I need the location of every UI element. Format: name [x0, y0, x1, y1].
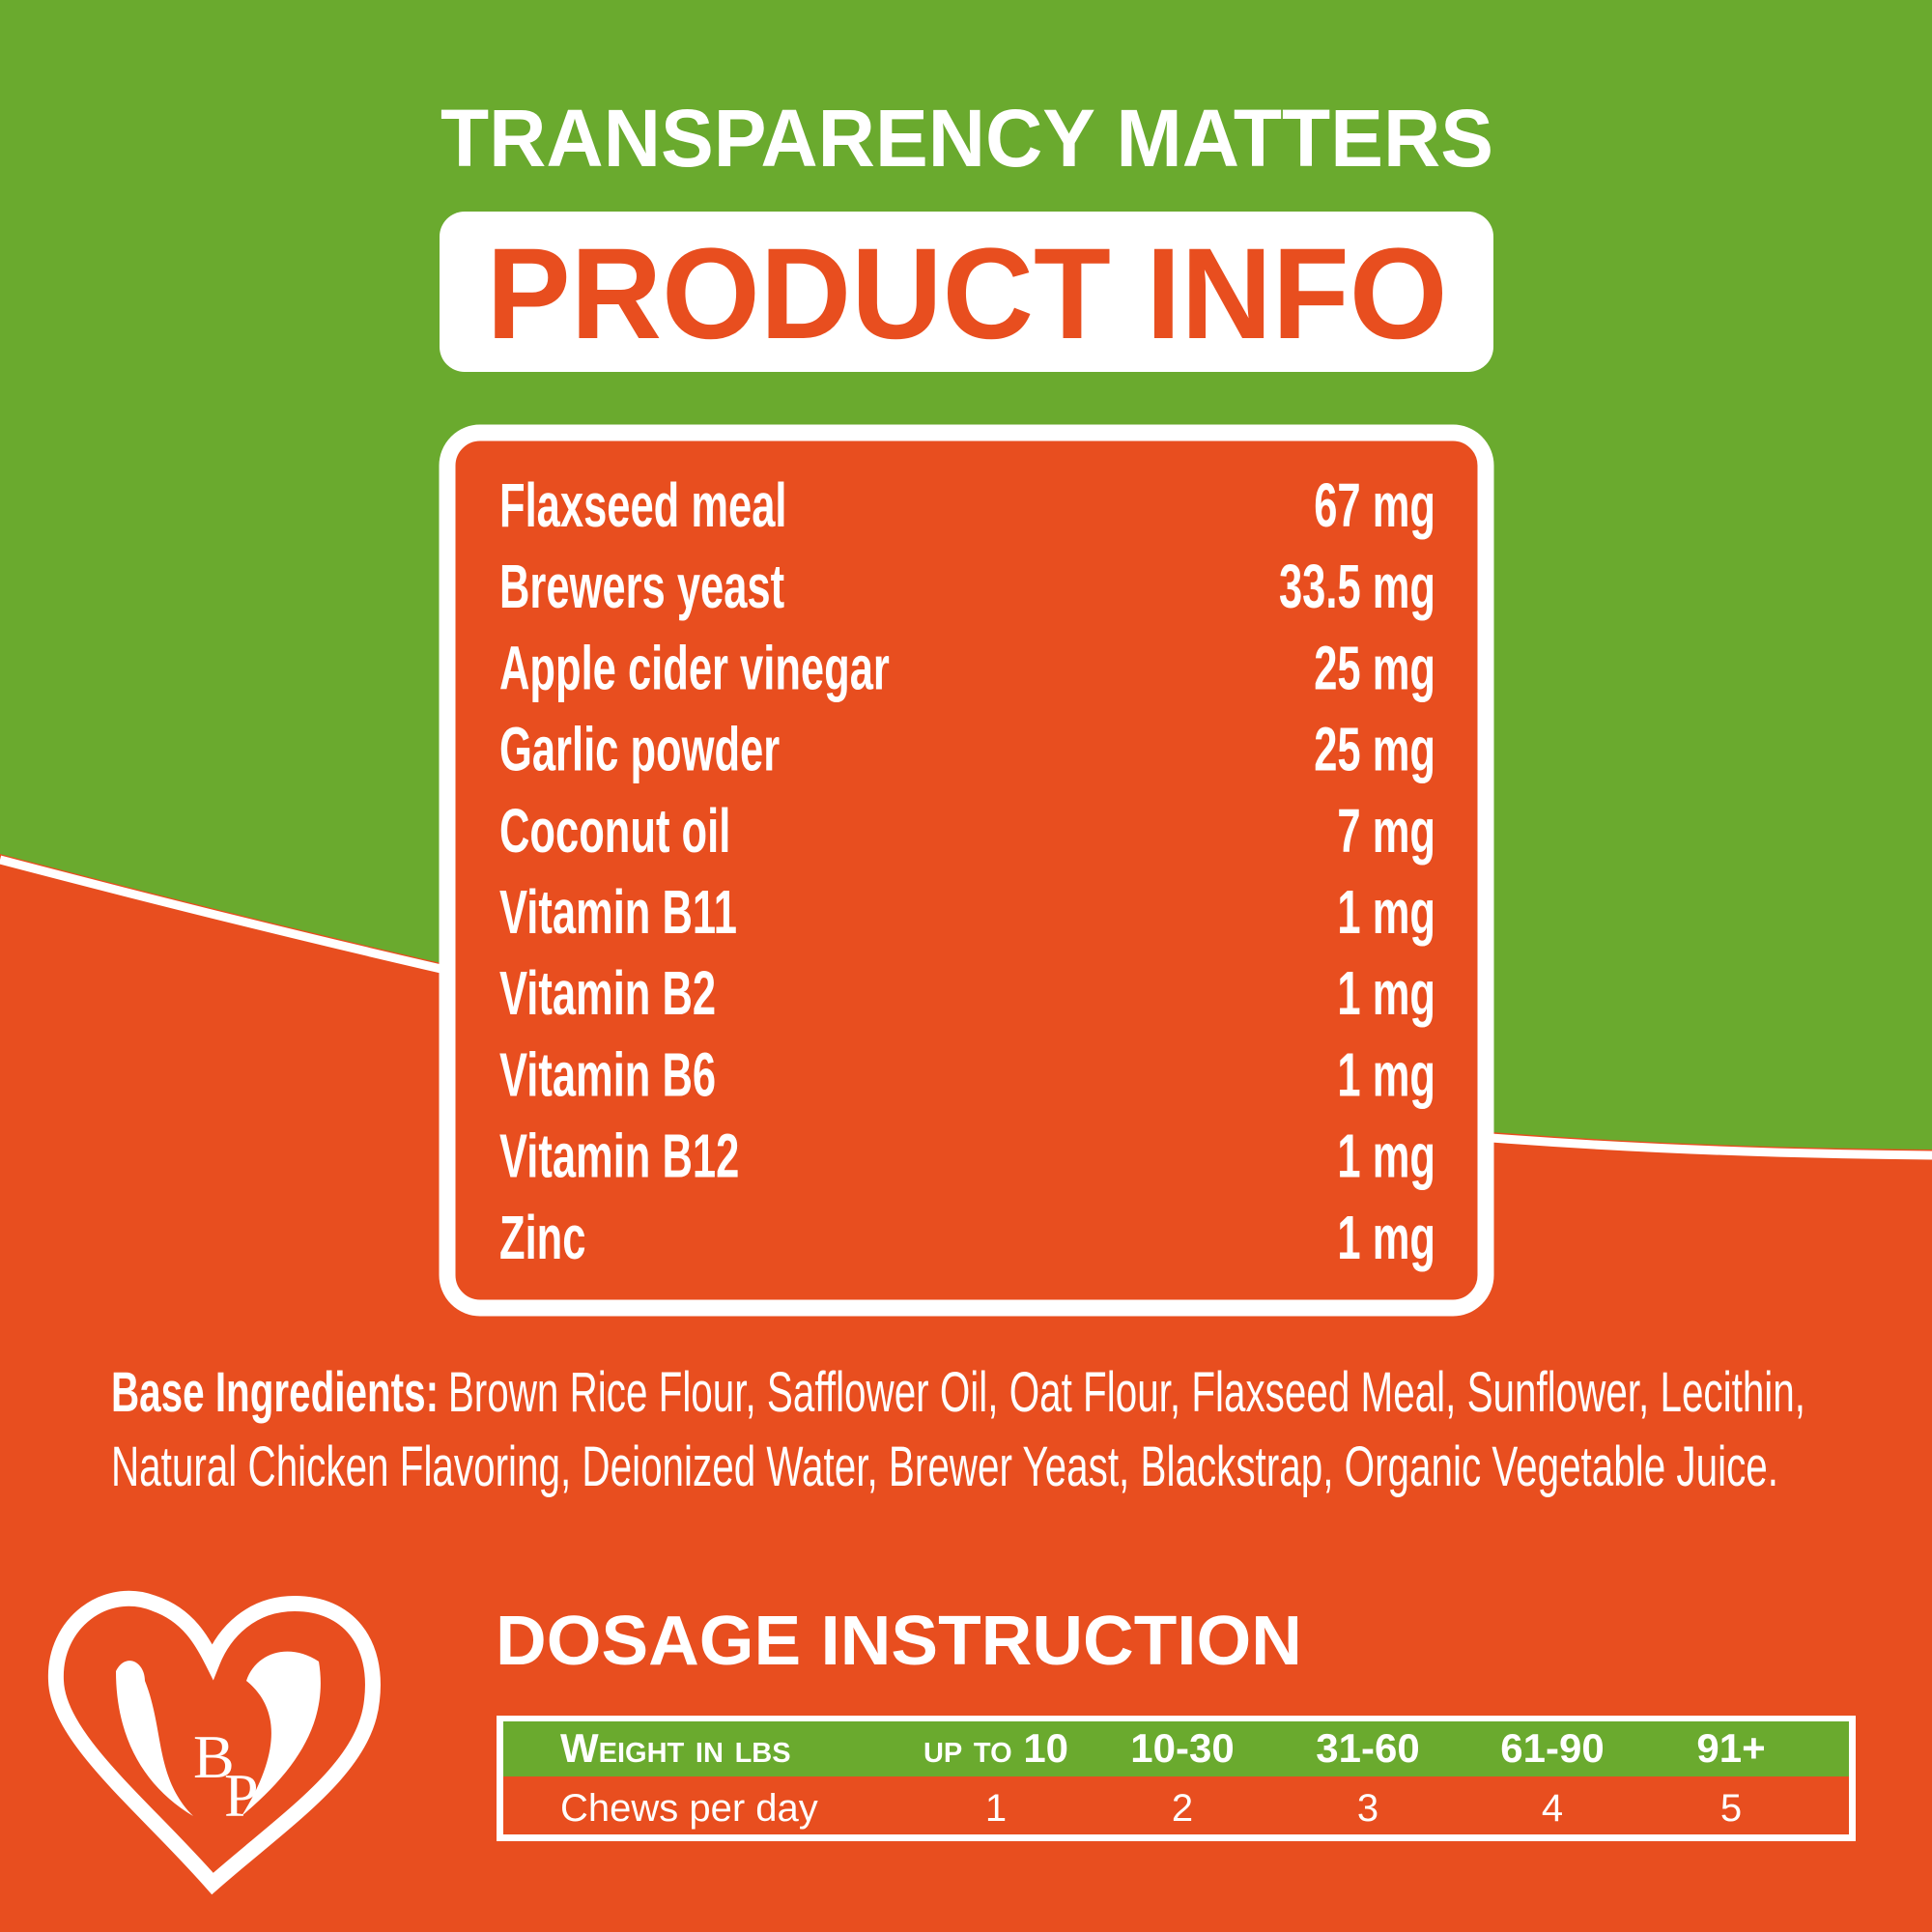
table-cell: 4: [1542, 1787, 1563, 1830]
table-cell: 2: [1172, 1787, 1193, 1830]
table-header-cell: 10-30: [1130, 1725, 1234, 1771]
table-header-cell: Weight in lbs: [560, 1725, 791, 1771]
dosage-table: Weight in lbs up to 10 10-30 31-60 61-90 91+ C…: [560, 1725, 1766, 1830]
ingredient-amount: 1 mg: [1337, 877, 1435, 948]
logo-cat: [116, 1661, 193, 1816]
base-label: Base Ingredients:: [111, 1361, 439, 1424]
ingredient-name: Vitamin B2: [499, 958, 716, 1029]
ingredient-name: Vitamin B6: [499, 1039, 716, 1110]
ingredient-amount: 25 mg: [1314, 633, 1435, 703]
kicker: TRANSPARENCY MATTERS: [440, 93, 1493, 184]
table-cell: 3: [1357, 1787, 1378, 1830]
ingredient-amount: 67 mg: [1314, 470, 1435, 541]
ingredient-name: Flaxseed meal: [499, 470, 787, 541]
dosage-title: DOSAGE INSTRUCTION: [496, 1603, 1302, 1680]
ingredient-name: Apple cider vinegar: [499, 633, 890, 703]
ingredient-name: Zinc: [499, 1202, 585, 1272]
ingredient-amount: 1 mg: [1337, 958, 1435, 1029]
logo-letter: B: [193, 1722, 235, 1791]
table-cell: 1: [985, 1787, 1007, 1830]
ingredient-name: Vitamin B11: [499, 877, 737, 948]
ingredient-name: Vitamin B12: [499, 1121, 739, 1191]
table-header-cell: up to 10: [923, 1725, 1068, 1771]
table-header-row: [503, 1721, 1849, 1776]
ingredient-rows: Flaxseed meal 67 mg Brewers yeast 33.5 mg Ap…: [499, 470, 1435, 1272]
ingredient-name: Brewers yeast: [499, 552, 784, 622]
table-header-cell: 91+: [1696, 1725, 1765, 1771]
ingredient-amount: 7 mg: [1337, 795, 1435, 866]
base-line-2: Natural Chicken Flavoring, Deionized Wat…: [111, 1435, 1778, 1498]
title: PRODUCT INFO: [487, 222, 1448, 366]
table-cell: 5: [1720, 1787, 1742, 1830]
ingredient-name: Garlic powder: [499, 714, 780, 784]
logo-dog: [242, 1651, 321, 1816]
ingredient-amount: 33.5 mg: [1279, 552, 1435, 622]
base-text: Brown Rice Flour, Safflower Oil, Oat Flo…: [448, 1361, 1805, 1424]
logo-heart: [47, 1590, 381, 1895]
ingredient-amount: 1 mg: [1337, 1121, 1435, 1191]
ingredient-name: Coconut oil: [499, 795, 730, 866]
logo: B P: [47, 1590, 381, 1895]
ingredients-box: [439, 424, 1494, 1317]
table-body-row: [503, 1776, 1849, 1834]
ingredient-amount: 25 mg: [1314, 714, 1435, 784]
table-header-cell: 31-60: [1316, 1725, 1419, 1771]
table-cell: Chews per day: [560, 1787, 818, 1830]
ingredient-amount: 1 mg: [1337, 1039, 1435, 1110]
ingredient-amount: 1 mg: [1337, 1202, 1435, 1272]
logo-letter: P: [224, 1761, 259, 1830]
title-box: [440, 212, 1493, 372]
base-line-1: Base Ingredients:Brown Rice Flour, Saffl…: [111, 1361, 1805, 1424]
table-header-cell: 61-90: [1500, 1725, 1604, 1771]
